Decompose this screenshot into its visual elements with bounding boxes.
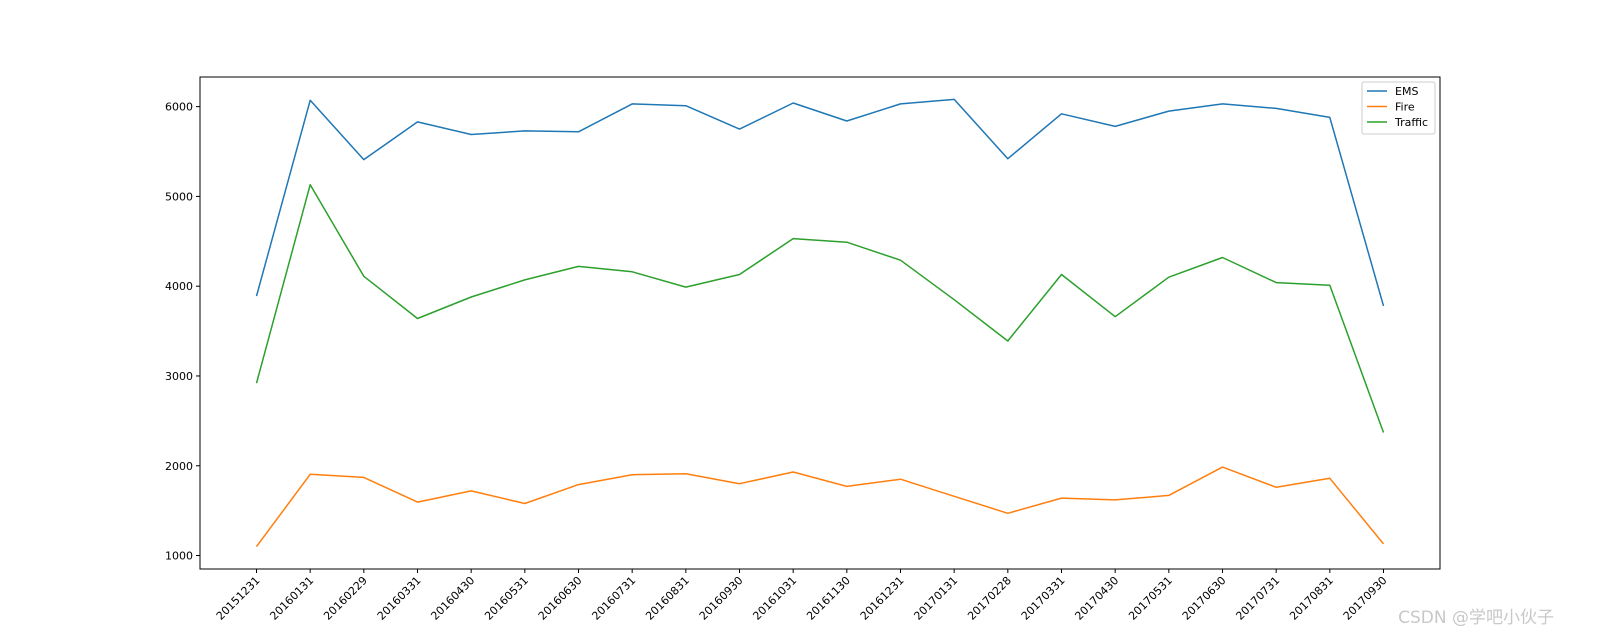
x-tick-label: 20170531 — [1126, 574, 1175, 623]
x-tick-label: 20160630 — [536, 574, 585, 623]
x-tick-label: 20160430 — [428, 574, 477, 623]
watermark: CSDN @学吧小伙子 — [1398, 608, 1554, 628]
legend-label-traffic: Traffic — [1394, 116, 1428, 129]
x-tick-label: 20160131 — [267, 574, 316, 623]
legend-label-ems: EMS — [1395, 85, 1418, 98]
y-tick-label: 6000 — [165, 101, 193, 114]
x-tick-label: 20160930 — [697, 574, 746, 623]
series-line-fire — [255, 466, 1385, 548]
x-tick-label: 20151231 — [214, 574, 263, 623]
series-line-ems — [255, 98, 1385, 307]
x-tick-label: 20160731 — [589, 574, 638, 623]
x-tick-label: 20170228 — [965, 574, 1014, 623]
x-tick-label: 20170430 — [1072, 574, 1121, 623]
y-tick-label: 4000 — [165, 280, 193, 293]
y-tick-label: 1000 — [165, 550, 193, 563]
x-tick-label: 20170630 — [1180, 574, 1229, 623]
legend: EMS Fire Traffic — [1361, 81, 1436, 135]
legend-label-fire: Fire — [1395, 101, 1415, 114]
x-tick-label: 20160831 — [643, 574, 692, 623]
x-tick-label: 20170930 — [1341, 574, 1390, 623]
x-tick-label: 20170731 — [1233, 574, 1282, 623]
x-tick-label: 20161130 — [804, 574, 853, 623]
x-tick-label: 20160229 — [321, 574, 370, 623]
legend-box — [1361, 81, 1436, 135]
x-tick-label: 20170131 — [911, 574, 960, 623]
x-tick-label: 20170331 — [1019, 574, 1068, 623]
y-axis: 1000 2000 3000 4000 5000 6000 — [165, 101, 200, 563]
x-tick-label: 20161231 — [858, 574, 907, 623]
x-tick-label: 20160331 — [375, 574, 424, 623]
y-tick-label: 5000 — [165, 190, 193, 203]
x-axis: 20151231 20160131 20160229 20160331 20160430… — [214, 569, 1390, 623]
y-tick-label: 3000 — [165, 370, 193, 383]
x-tick-label: 20170831 — [1287, 574, 1336, 623]
plot-frame — [199, 76, 1441, 570]
x-tick-label: 20161031 — [750, 574, 799, 623]
y-tick-label: 2000 — [165, 460, 193, 473]
series-layer — [255, 98, 1385, 548]
series-line-traffic — [255, 183, 1385, 433]
x-tick-label: 20160531 — [482, 574, 531, 623]
